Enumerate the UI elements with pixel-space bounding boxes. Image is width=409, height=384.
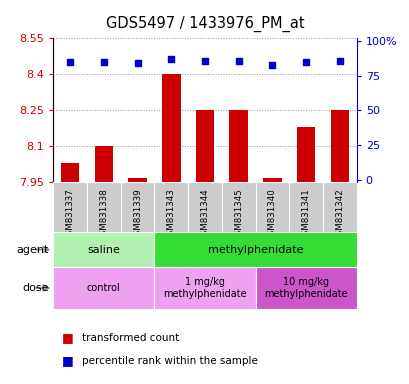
Text: transformed count: transformed count xyxy=(82,333,179,343)
Text: ■: ■ xyxy=(61,354,73,367)
Bar xyxy=(296,127,315,182)
Bar xyxy=(221,182,255,232)
Text: GSM831339: GSM831339 xyxy=(133,189,142,241)
Text: control: control xyxy=(87,283,120,293)
Text: GSM831342: GSM831342 xyxy=(335,189,344,241)
Bar xyxy=(120,182,154,232)
Bar xyxy=(255,267,356,309)
Point xyxy=(67,59,73,65)
Bar xyxy=(162,74,180,182)
Point xyxy=(134,60,141,66)
Bar xyxy=(195,111,214,182)
Point xyxy=(168,56,174,62)
Bar xyxy=(154,182,188,232)
Text: GSM831337: GSM831337 xyxy=(65,189,74,241)
Text: percentile rank within the sample: percentile rank within the sample xyxy=(82,356,257,366)
Bar xyxy=(330,111,348,182)
Bar xyxy=(53,182,87,232)
Bar xyxy=(128,178,146,182)
Bar xyxy=(94,146,113,182)
Bar xyxy=(154,232,356,267)
Text: GSM831344: GSM831344 xyxy=(200,189,209,241)
Text: GSM831338: GSM831338 xyxy=(99,189,108,241)
Text: methylphenidate: methylphenidate xyxy=(207,245,303,255)
Bar xyxy=(61,163,79,182)
Text: agent: agent xyxy=(17,245,49,255)
Text: dose: dose xyxy=(22,283,49,293)
Text: ■: ■ xyxy=(61,331,73,344)
Text: 10 mg/kg
methylphenidate: 10 mg/kg methylphenidate xyxy=(264,277,347,299)
Text: saline: saline xyxy=(87,245,120,255)
Bar xyxy=(322,182,356,232)
Text: GSM831340: GSM831340 xyxy=(267,189,276,241)
Point xyxy=(336,58,342,64)
Bar xyxy=(229,111,247,182)
Point xyxy=(201,58,208,64)
Bar xyxy=(154,267,255,309)
Bar xyxy=(263,178,281,182)
Point xyxy=(302,59,309,65)
Bar xyxy=(53,267,154,309)
Point xyxy=(268,62,275,68)
Text: GSM831343: GSM831343 xyxy=(166,189,175,241)
Bar xyxy=(87,182,120,232)
Bar xyxy=(289,182,322,232)
Text: GDS5497 / 1433976_PM_at: GDS5497 / 1433976_PM_at xyxy=(106,15,303,31)
Text: GSM831345: GSM831345 xyxy=(234,189,243,241)
Point xyxy=(235,58,241,64)
Point xyxy=(100,59,107,65)
Text: 1 mg/kg
methylphenidate: 1 mg/kg methylphenidate xyxy=(163,277,246,299)
Text: GSM831341: GSM831341 xyxy=(301,189,310,241)
Bar xyxy=(188,182,221,232)
Bar xyxy=(255,182,289,232)
Bar xyxy=(53,232,154,267)
